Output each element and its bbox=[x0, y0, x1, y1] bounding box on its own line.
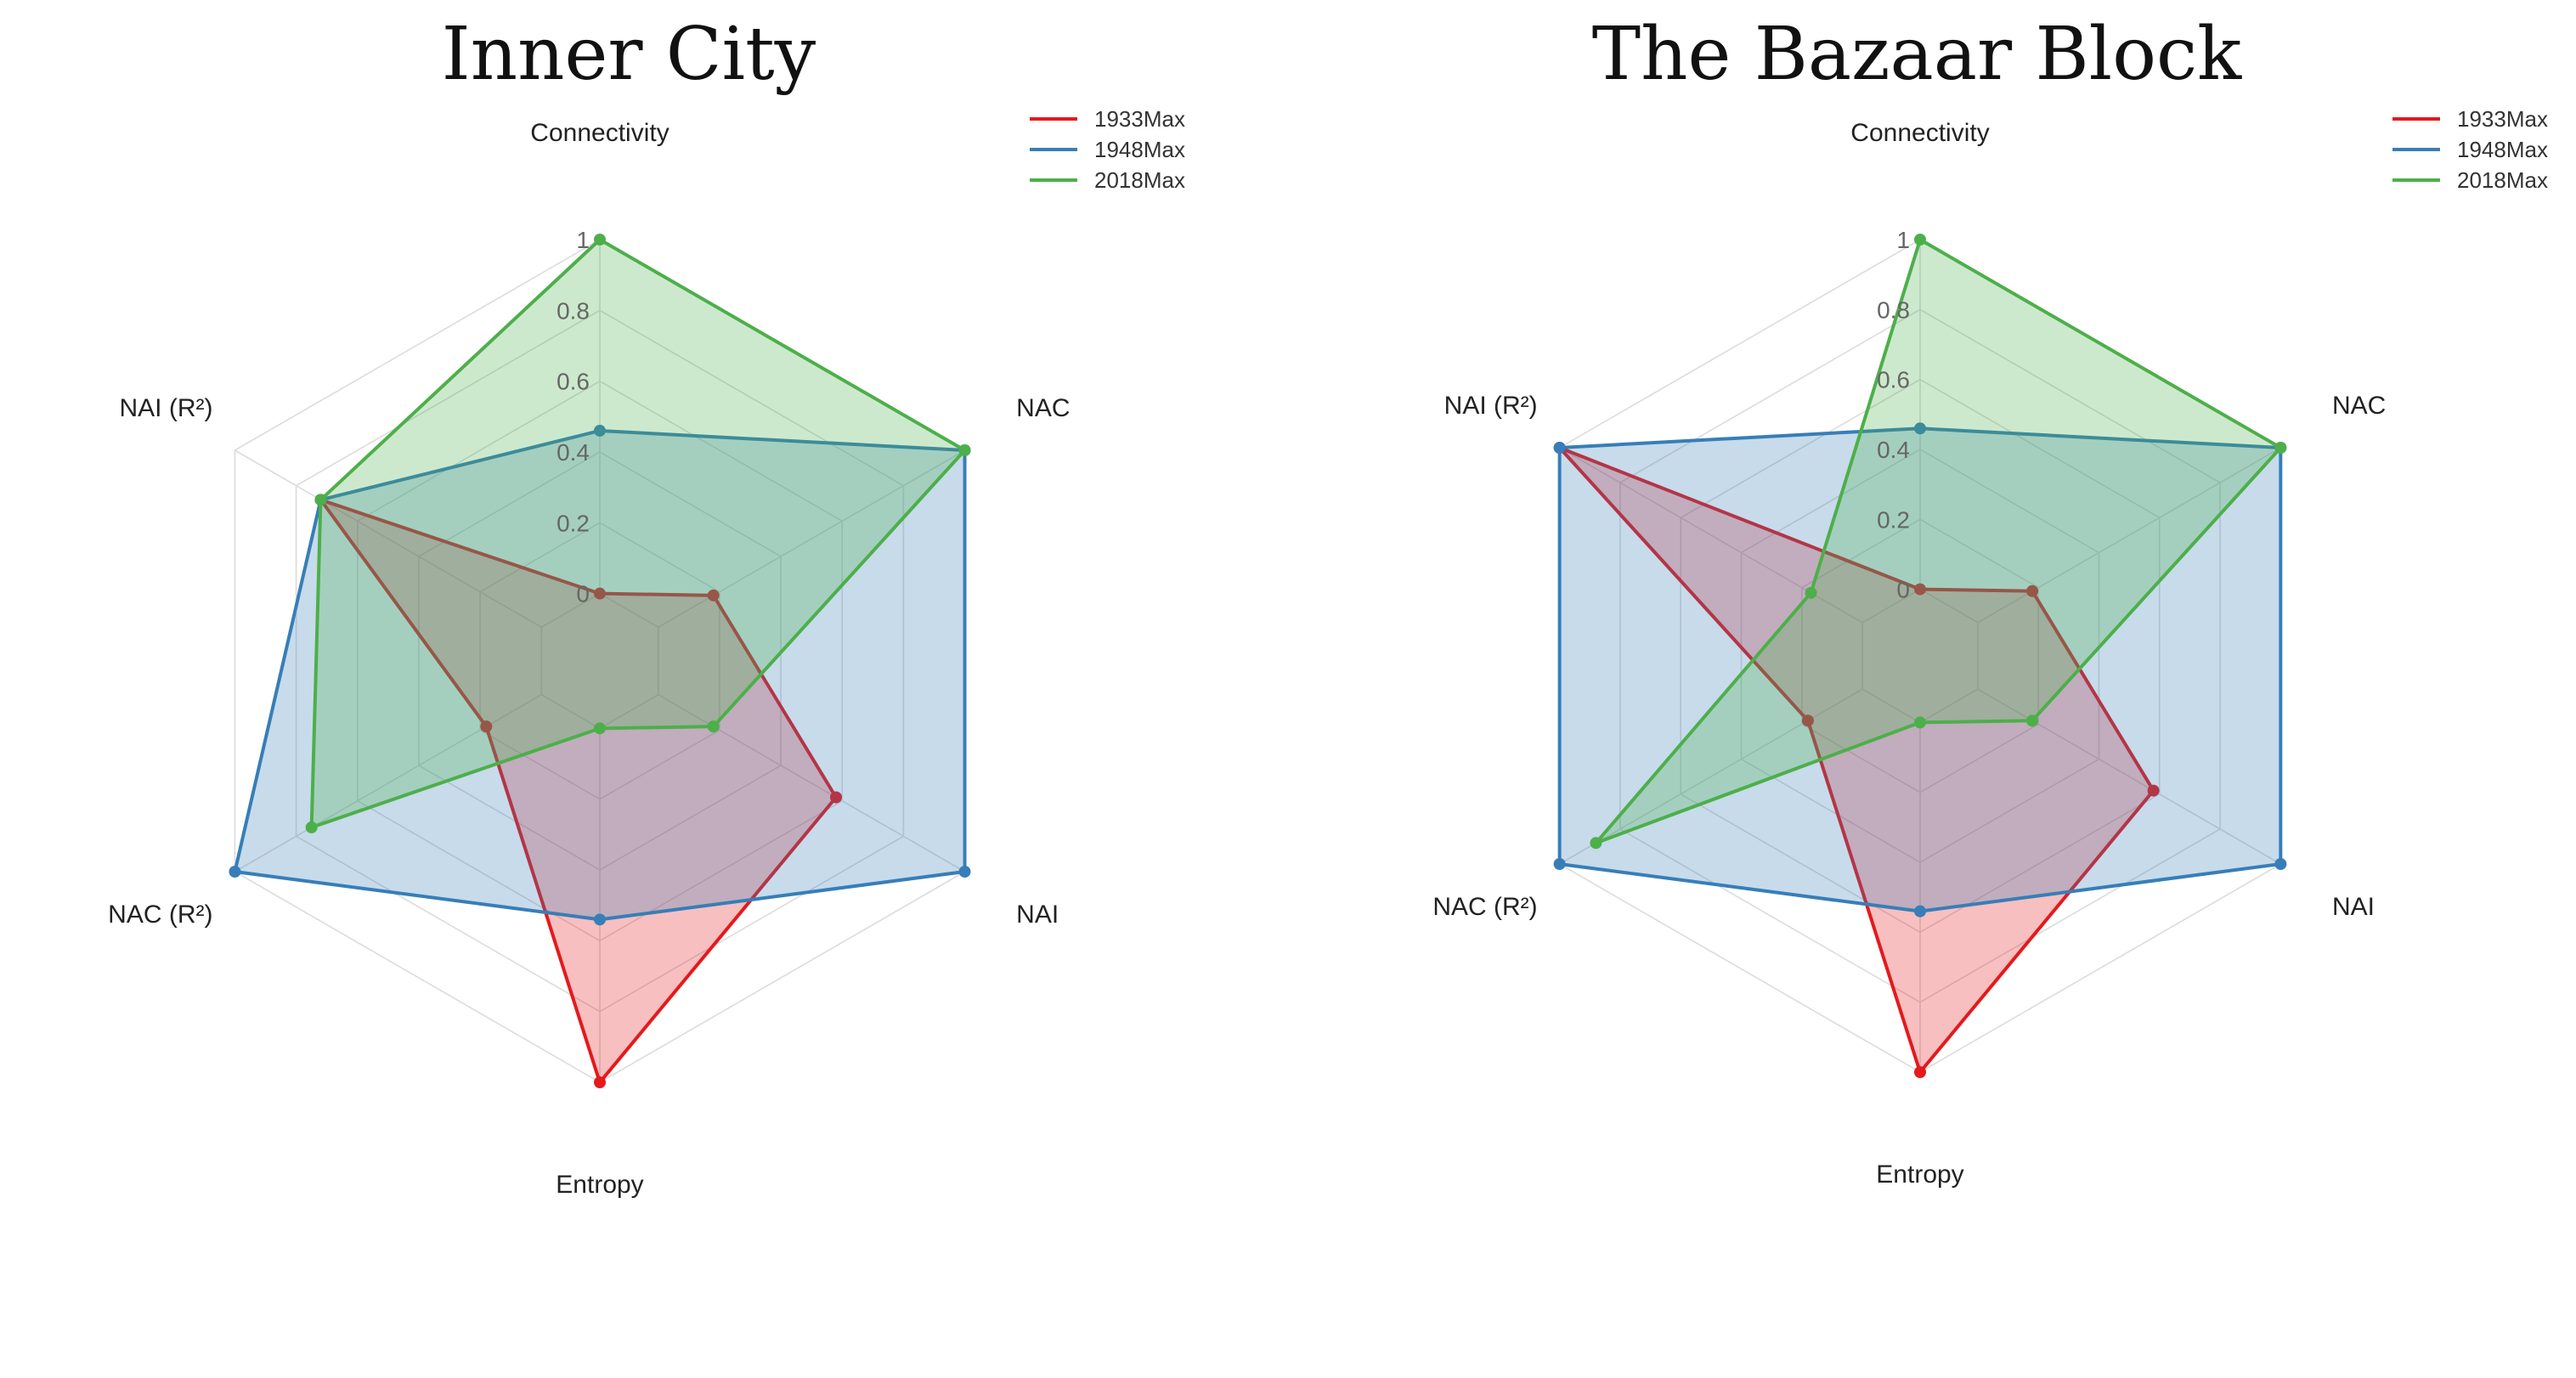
series-point bbox=[2026, 714, 2039, 727]
series-point bbox=[314, 494, 327, 506]
tick-labels: 0 0.2 0.4 0.6 0.8 1 bbox=[556, 227, 590, 607]
series-point bbox=[958, 444, 971, 456]
legend-label: 1933Max bbox=[1094, 106, 1185, 132]
series-point bbox=[1590, 837, 1602, 850]
tick-label: 0.8 bbox=[556, 297, 590, 324]
series-area bbox=[311, 240, 965, 827]
chart-title: Inner City bbox=[441, 12, 816, 97]
tick-label: 0.2 bbox=[1877, 506, 1910, 533]
series-point bbox=[1553, 858, 1566, 870]
series-point bbox=[958, 866, 971, 878]
series-point bbox=[2274, 442, 2287, 454]
tick-label: 0.6 bbox=[1877, 367, 1910, 393]
series-point bbox=[707, 720, 720, 733]
series-point bbox=[1553, 442, 1566, 454]
legend: 1933Max 1948Max 2018Max bbox=[1030, 106, 1185, 193]
legend: 1933Max 1948Max 2018Max bbox=[2392, 106, 2548, 193]
series-point bbox=[229, 866, 241, 878]
radar-panel-inner-city: Inner City 0 0.2 0.4 0.6 0.8 1 Connectivity NAC… bbox=[108, 12, 1185, 1199]
series-point bbox=[1801, 714, 1814, 727]
axis-label-nai-r: NAI (R²) bbox=[119, 394, 212, 422]
series-point bbox=[1914, 905, 1926, 918]
tick-label: 0.6 bbox=[556, 369, 590, 395]
series-area bbox=[1596, 240, 2281, 844]
series-point bbox=[1914, 716, 1926, 729]
series-point bbox=[830, 791, 843, 804]
axis-label-nac-r: NAC (R²) bbox=[108, 901, 212, 929]
axis-label-nai: NAI bbox=[1016, 901, 1059, 929]
tick-label: 0 bbox=[576, 581, 590, 607]
radar-chart: 0 0.2 0.4 0.6 0.8 1 Connectivity NAC NAI Entropy N… bbox=[108, 106, 1185, 1199]
legend-label: 2018Max bbox=[2457, 167, 2548, 193]
tick-label: 0.8 bbox=[1877, 296, 1910, 323]
axis-label-entropy: Entropy bbox=[556, 1171, 643, 1199]
series-point bbox=[594, 722, 606, 735]
series-point bbox=[707, 589, 720, 601]
series-point bbox=[1914, 1066, 1926, 1078]
legend-label: 1948Max bbox=[2457, 137, 2548, 162]
chart-title: The Bazaar Block bbox=[1591, 12, 2242, 97]
series-point bbox=[1805, 586, 1817, 599]
series-area bbox=[234, 430, 965, 920]
series-1933max bbox=[314, 494, 843, 1088]
axis-label-connectivity: Connectivity bbox=[530, 119, 669, 147]
tick-label: 1 bbox=[1896, 227, 1910, 253]
legend-label: 1948Max bbox=[1094, 137, 1185, 162]
tick-label: 0.4 bbox=[556, 439, 590, 466]
series-point bbox=[594, 424, 606, 437]
legend-label: 2018Max bbox=[1094, 167, 1185, 193]
series-point bbox=[1914, 234, 1926, 246]
series-point bbox=[305, 821, 318, 833]
series-point bbox=[594, 587, 606, 600]
tick-labels: 0 0.2 0.4 0.6 0.8 1 bbox=[1877, 227, 1910, 603]
series-area bbox=[1559, 448, 2154, 1072]
series-point bbox=[2147, 784, 2160, 797]
radar-chart: 0 0.2 0.4 0.6 0.8 1 Connectivity NAC NAI Entropy N… bbox=[1432, 106, 2548, 1189]
tick-label: 1 bbox=[576, 227, 590, 253]
series-2018max bbox=[305, 234, 971, 833]
axis-label-nai-r: NAI (R²) bbox=[1444, 392, 1538, 420]
series-point bbox=[1914, 583, 1926, 596]
axis-label-entropy: Entropy bbox=[1876, 1161, 1963, 1189]
tick-label: 0 bbox=[1896, 577, 1910, 603]
axis-labels: Connectivity NAC NAI Entropy NAC (R²) NAI (R²… bbox=[108, 119, 1070, 1199]
series-point bbox=[2274, 858, 2287, 870]
series-2018max bbox=[1590, 234, 2287, 850]
series-point bbox=[594, 1076, 606, 1088]
axis-label-nac: NAC bbox=[1016, 394, 1070, 422]
radar-panel-bazaar-block: The Bazaar Block 0 0.2 0.4 0.6 0.8 1 Connectiv… bbox=[1288, 0, 2576, 1378]
series-point bbox=[480, 720, 493, 733]
axis-label-connectivity: Connectivity bbox=[1850, 119, 1989, 147]
axis-label-nac-r: NAC (R²) bbox=[1432, 893, 1537, 921]
series-point bbox=[1914, 422, 1926, 435]
series-point bbox=[594, 913, 606, 926]
series-point bbox=[594, 234, 606, 246]
axis-label-nai: NAI bbox=[2332, 893, 2375, 921]
axis-label-nac: NAC bbox=[2332, 392, 2386, 420]
tick-label: 0.2 bbox=[556, 510, 590, 536]
legend-label: 1933Max bbox=[2457, 106, 2548, 132]
series-point bbox=[2026, 585, 2039, 597]
grid-spoke bbox=[234, 449, 542, 629]
tick-label: 0.4 bbox=[1877, 437, 1910, 463]
series-area bbox=[320, 500, 837, 1082]
axis-labels: Connectivity NAC NAI Entropy NAC (R²) NAI (R²… bbox=[1432, 119, 2386, 1189]
